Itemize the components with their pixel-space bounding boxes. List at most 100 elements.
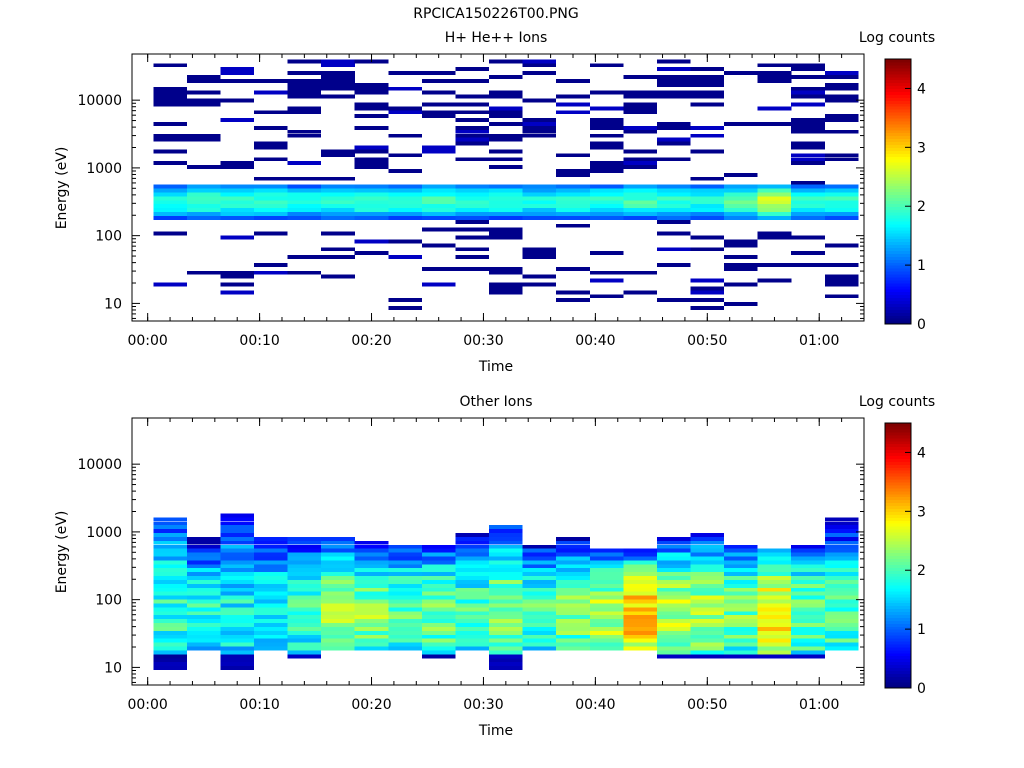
heatmap-cell <box>354 599 389 604</box>
heatmap-cell <box>656 188 691 193</box>
heatmap-cell <box>321 63 355 68</box>
colorbar-segment <box>885 617 911 621</box>
heatmap-cell <box>690 192 725 197</box>
heatmap-cell <box>690 247 725 252</box>
heatmap-cell <box>388 630 422 635</box>
heatmap-cell <box>220 654 254 659</box>
heatmap-cell <box>791 611 825 616</box>
colorbar-segment <box>885 297 911 302</box>
heatmap-cell <box>522 638 557 643</box>
heatmap-cell <box>589 90 624 95</box>
heatmap-cell <box>824 94 859 99</box>
heatmap-cell <box>489 544 523 549</box>
heatmap-cell <box>791 603 825 608</box>
colorbar-tick-label: 3 <box>917 140 926 156</box>
heatmap-cell <box>522 63 557 68</box>
heatmap-cell <box>489 552 523 557</box>
heatmap-cell <box>220 200 254 205</box>
heatmap-cell <box>623 627 657 631</box>
heatmap-cell <box>153 161 187 166</box>
heatmap-cell <box>589 564 624 569</box>
heatmap-cell <box>623 552 657 557</box>
heatmap-cell <box>421 102 456 107</box>
heatmap-cell <box>791 200 825 205</box>
heatmap-cell <box>421 591 456 596</box>
heatmap-cell <box>220 529 254 533</box>
colorbar-segment <box>885 70 911 75</box>
heatmap-cell <box>489 650 523 655</box>
heatmap-cell <box>153 642 187 647</box>
heatmap-cell <box>153 560 187 565</box>
heatmap-cell <box>791 560 825 565</box>
colorbar-segment <box>885 61 911 66</box>
heatmap-cell <box>186 638 221 643</box>
heatmap-cell <box>287 204 322 209</box>
heatmap-cell <box>757 642 792 647</box>
heatmap-cell <box>153 200 187 205</box>
colorbar-segment <box>885 635 911 639</box>
heatmap-cell <box>354 200 389 205</box>
heatmap-cell <box>354 556 389 561</box>
heatmap-cell <box>556 102 590 107</box>
heatmap-cell <box>354 192 389 197</box>
heatmap-cell <box>388 71 422 75</box>
heatmap-cell <box>455 204 490 209</box>
heatmap-cell <box>724 556 758 561</box>
heatmap-cell <box>589 556 624 561</box>
heatmap-cell <box>421 110 456 115</box>
heatmap-cell <box>623 548 657 553</box>
colorbar-tick-label: 1 <box>917 258 926 274</box>
heatmap-cell <box>489 114 523 119</box>
heatmap-cell <box>824 591 859 596</box>
heatmap-cell <box>489 634 523 639</box>
heatmap-cell <box>354 149 389 154</box>
heatmap-cell <box>388 572 422 577</box>
heatmap-cell <box>589 122 624 126</box>
heatmap-cell <box>690 75 725 79</box>
heatmap-cell <box>656 200 691 205</box>
heatmap-cell <box>489 560 523 565</box>
colorbar-segment <box>885 658 911 663</box>
heatmap-cell <box>186 595 221 600</box>
colorbar-segment <box>885 79 911 84</box>
heatmap-cell <box>489 266 523 271</box>
heatmap-cell <box>656 642 691 647</box>
heatmap-cell <box>791 552 825 557</box>
heatmap-cell <box>690 548 725 553</box>
colorbar-segment <box>885 291 911 296</box>
heatmap-cell <box>287 270 322 275</box>
heatmap-cell <box>656 552 691 557</box>
heatmap-cell <box>623 125 657 130</box>
heatmap-cell <box>791 63 825 68</box>
heatmap-cell <box>757 634 792 639</box>
heatmap-cell <box>656 141 691 146</box>
heatmap-cell <box>254 587 288 592</box>
heatmap-cell <box>220 658 254 663</box>
colorbar-segment <box>885 484 911 489</box>
heatmap-cell <box>287 94 322 99</box>
heatmap-cell <box>690 208 725 213</box>
heatmap-cell <box>656 94 691 99</box>
heatmap-cell <box>489 227 523 232</box>
colorbar-segment <box>885 194 911 198</box>
heatmap-cell <box>153 658 187 663</box>
heatmap-cell <box>186 78 221 83</box>
heatmap-cell <box>757 122 792 126</box>
heatmap-cell <box>724 548 758 553</box>
heatmap-cell <box>522 576 557 580</box>
heatmap-cell <box>656 157 691 162</box>
colorbar: 0 1 2 3 4 <box>884 422 926 697</box>
heatmap-cell <box>220 513 254 518</box>
heatmap-cell <box>455 599 490 604</box>
colorbar-segment <box>885 608 911 613</box>
heatmap-cell <box>354 188 389 193</box>
heatmap-cell <box>690 298 725 303</box>
heatmap-cell <box>757 75 792 79</box>
heatmap-cell <box>556 607 590 612</box>
colorbar-segment <box>885 235 911 240</box>
heatmap-cell <box>824 157 859 162</box>
heatmap-cell <box>186 572 221 577</box>
colorbar-segment <box>885 191 911 196</box>
heatmap-cell <box>824 540 859 545</box>
heatmap-cell <box>287 627 322 631</box>
